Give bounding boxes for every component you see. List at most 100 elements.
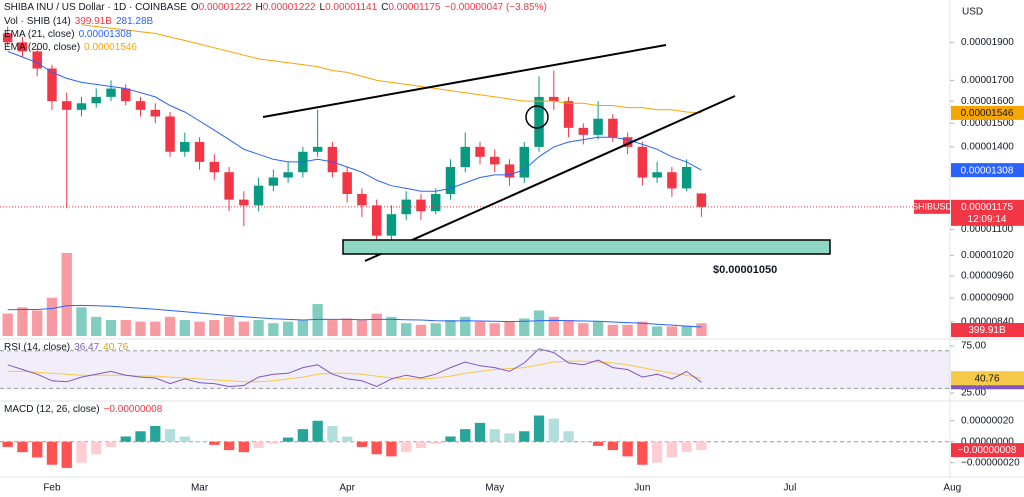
indicator-value: 281.28B [115, 16, 154, 27]
indicator-title: MACD (12, 26, close) [4, 404, 100, 415]
candle-body [76, 103, 87, 110]
candle-body [637, 146, 648, 178]
ohlc-value: 0.00001141 [325, 2, 378, 13]
candle-body [401, 199, 411, 215]
macd-bar [637, 441, 648, 465]
x-tick-label: Aug [943, 483, 961, 494]
candle-body [47, 68, 57, 102]
macd-bar [386, 441, 397, 457]
macd-bar [76, 441, 87, 463]
y-tick-label: 0.00000840 [961, 316, 1014, 327]
volume-bar [223, 316, 235, 336]
macd-bar [91, 441, 102, 455]
macd-bar [563, 431, 574, 442]
countdown: 12:09:14 [968, 214, 1007, 225]
volume-bar [548, 316, 559, 336]
volume-bar [681, 325, 692, 336]
volume-bar [312, 304, 323, 336]
volume-ma-line [7, 304, 702, 328]
candle-body [209, 161, 220, 173]
macd-bar [341, 436, 353, 442]
macd-bar [238, 441, 250, 453]
indicator-panes [0, 253, 950, 468]
macd-value-box [951, 443, 1024, 458]
candle-body [416, 199, 426, 212]
trend-line [262, 44, 667, 118]
macd-bar [474, 422, 486, 442]
macd-bar [592, 441, 604, 446]
ohlc-value: 0.00001222 [262, 2, 316, 13]
macd-bar [209, 441, 220, 445]
volume-bar [415, 324, 427, 336]
volume-bar [164, 316, 176, 336]
x-tick-label: Feb [43, 483, 61, 494]
volume-bar [386, 316, 397, 336]
candle-body [593, 118, 603, 135]
macd-bar [460, 429, 471, 442]
candle-body [386, 214, 397, 236]
volume-bar [32, 310, 43, 336]
x-tick-label: Jul [784, 483, 797, 494]
volume-value-box [951, 323, 1024, 337]
macd-bar [282, 437, 294, 442]
candle-body [180, 142, 190, 152]
volume-bar [120, 320, 131, 336]
candle-body [622, 137, 633, 147]
macd-bar [268, 441, 279, 444]
macd-bar [327, 426, 338, 442]
macd-bar [164, 429, 176, 442]
volume-bar [607, 324, 619, 336]
candle-body [371, 205, 382, 236]
macd-bar [681, 441, 692, 453]
candle-body [667, 172, 677, 189]
y-tick-label: 0.00000960 [961, 271, 1014, 282]
macd-bar [401, 441, 412, 453]
candle-body [32, 51, 42, 69]
y-tick-label: 0.00001700 [961, 75, 1014, 86]
indicator-value: 399.91B [74, 16, 112, 27]
volume-bar [578, 323, 589, 336]
volume-bar [622, 324, 633, 336]
rsi-line [7, 360, 702, 383]
volume-bar [91, 316, 102, 336]
ohlc-value: 0.00001222 [198, 2, 252, 13]
candle-body [224, 172, 234, 200]
last-price: 0.00001175 [961, 202, 1014, 213]
y-tick-label: 75.00 [961, 341, 986, 352]
last-price-box [951, 199, 1024, 226]
macd-bar [415, 441, 427, 448]
macd-bar [105, 441, 117, 447]
macd-bar [696, 441, 707, 451]
macd-bar [61, 441, 72, 468]
change: −0.00000047 (−3.85%) [444, 2, 547, 13]
line-value-box [951, 163, 1024, 178]
candle-body [475, 146, 485, 157]
candle-body [165, 116, 175, 152]
trend-line [364, 95, 736, 262]
macd-bar [194, 441, 205, 443]
y-tick-label: 0.00001500 [961, 118, 1014, 129]
candle-body [268, 177, 279, 186]
macd-bar [32, 441, 43, 458]
macd-bar [135, 431, 146, 442]
macd-bar [533, 415, 545, 442]
macd-bar [150, 426, 161, 442]
volume-bar [401, 323, 412, 336]
indicator-value: 36.47 [74, 342, 100, 353]
volume-bar [194, 321, 205, 336]
macd-value: −0.00000008 [958, 445, 1017, 456]
volume-bar [592, 321, 604, 336]
volume-bar [46, 297, 58, 336]
volume-bar [17, 307, 28, 336]
symbol-box [914, 199, 950, 214]
y-tick-label: 0.00001400 [961, 141, 1014, 152]
macd-bar [46, 441, 58, 465]
y-tick-label: 0.00001100 [961, 224, 1014, 235]
rsi-line [7, 348, 702, 388]
y-tick-label: 0.00000900 [961, 293, 1014, 304]
rsi-value: 40.76 [974, 373, 999, 384]
candle-body [327, 146, 338, 173]
y-tick-label: 0.00001900 [961, 37, 1014, 48]
volume-bar [460, 316, 471, 336]
